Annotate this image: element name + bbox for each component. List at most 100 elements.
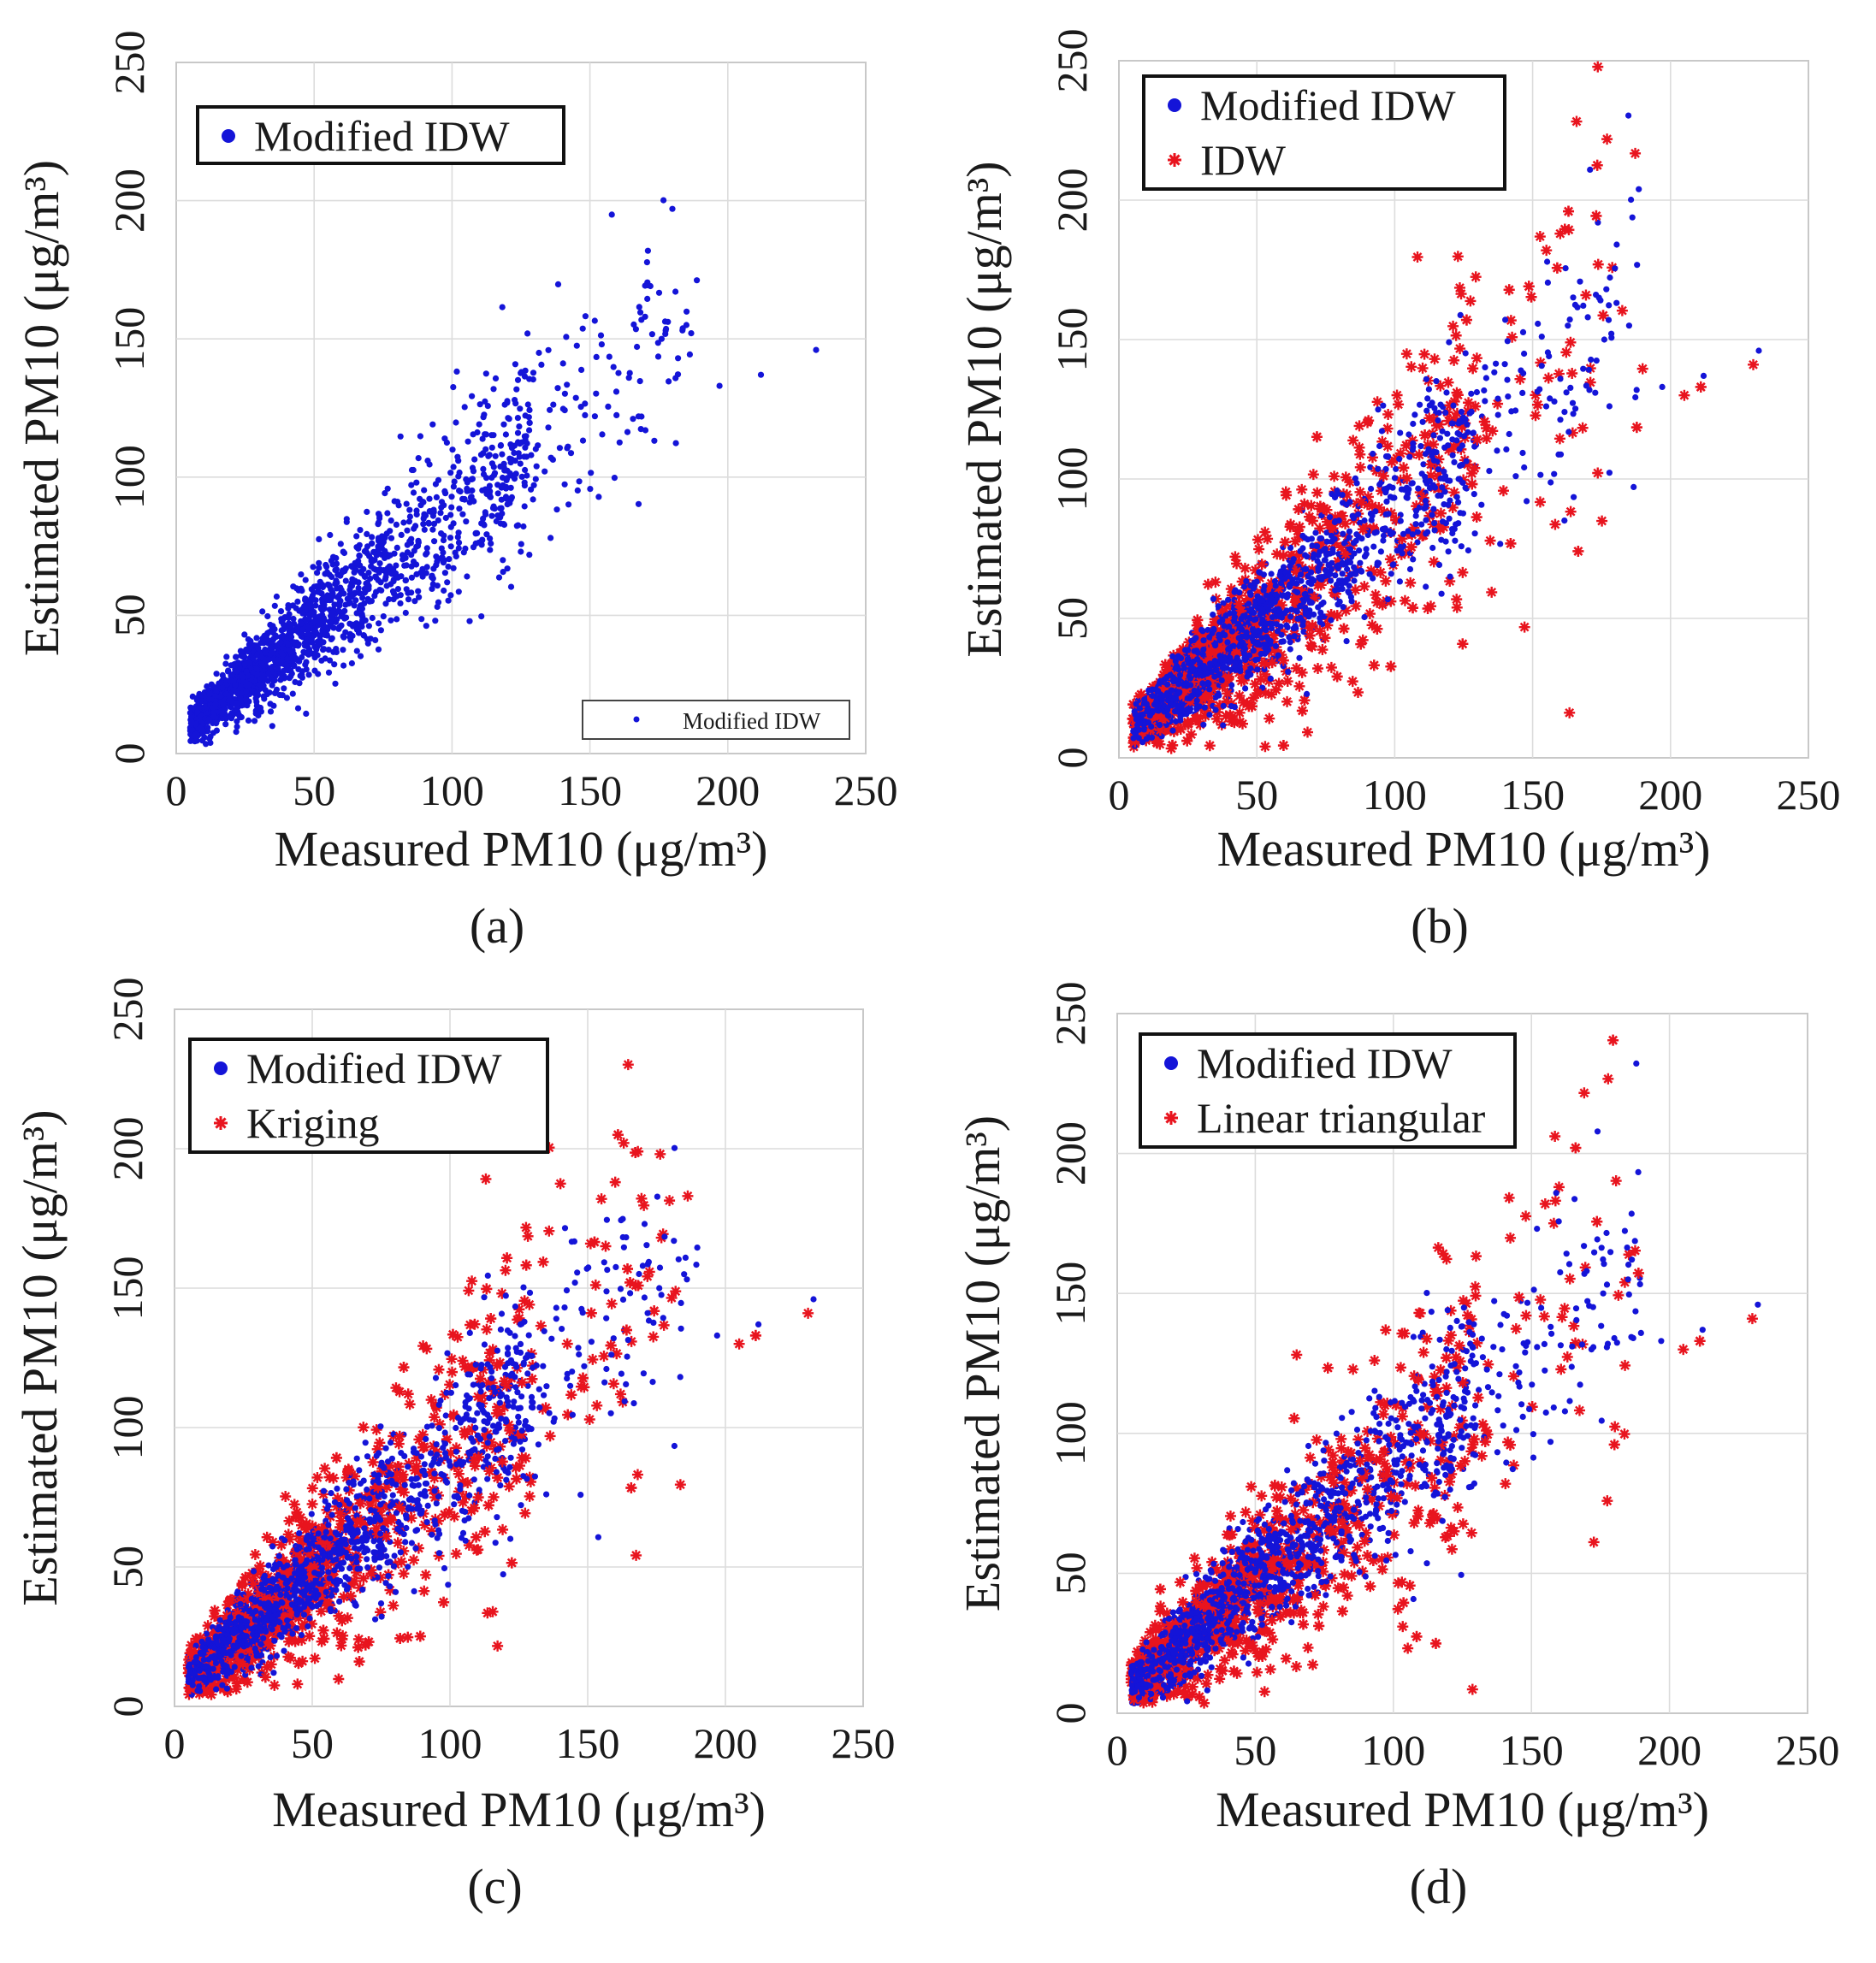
blue-point — [453, 368, 460, 375]
blue-point — [1431, 520, 1438, 527]
red-point — [1385, 595, 1397, 607]
red-point — [293, 1612, 305, 1624]
red-overlay-point — [1247, 649, 1259, 661]
blue-point — [231, 686, 238, 693]
legend-box — [196, 105, 565, 165]
blue-point — [1593, 358, 1600, 364]
red-point — [1234, 690, 1246, 702]
blue-point — [686, 351, 694, 358]
blue-point — [1551, 470, 1558, 477]
blue-point — [694, 277, 701, 284]
blue-point — [578, 366, 585, 373]
blue-overlay-point — [1259, 616, 1266, 623]
blue-overlay-point — [1236, 642, 1243, 649]
blue-overlay-point — [1335, 577, 1343, 584]
blue-point — [1349, 512, 1356, 519]
blue-point — [435, 517, 441, 524]
red-overlay-point — [1525, 291, 1537, 303]
red-overlay-point — [1390, 514, 1402, 526]
blue-overlay-point — [1459, 461, 1465, 469]
blue-point — [591, 413, 599, 420]
blue-overlay-point — [1447, 477, 1453, 484]
blue-point — [237, 714, 244, 721]
blue-overlay-point — [1387, 530, 1394, 537]
red-overlay-point — [1444, 399, 1456, 411]
red-point — [1447, 501, 1459, 513]
blue-point — [359, 594, 366, 601]
blue-point — [287, 647, 294, 654]
blue-point — [330, 606, 337, 612]
blue-point — [616, 439, 623, 446]
blue-point — [217, 693, 224, 700]
blue-point — [275, 665, 281, 672]
red-overlay-point — [1368, 566, 1380, 578]
blue-point — [267, 665, 274, 672]
blue-point — [441, 488, 448, 495]
blue-point — [564, 381, 571, 388]
blue-point — [587, 486, 594, 493]
blue-point — [269, 625, 276, 632]
legend-entry-label: IDW — [1200, 136, 1287, 184]
blue-overlay-point — [1335, 586, 1342, 593]
blue-point — [480, 521, 487, 528]
blue-point — [421, 487, 428, 494]
red-overlay-point — [1452, 389, 1464, 401]
blue-point — [1455, 520, 1462, 527]
red-point — [1565, 506, 1577, 517]
inner-legend-label: Modified IDW — [683, 708, 821, 734]
blue-point — [364, 543, 371, 550]
blue-point — [365, 570, 372, 576]
red-point — [267, 1536, 279, 1548]
red-point — [1411, 500, 1423, 512]
blue-overlay-point — [1320, 599, 1327, 606]
red-point — [1592, 61, 1604, 73]
blue-point — [573, 342, 580, 349]
red-point — [1263, 712, 1275, 724]
blue-point — [233, 653, 240, 660]
red-overlay-point — [1273, 582, 1285, 594]
x-tick-label: 100 — [418, 1719, 482, 1767]
blue-point — [561, 481, 568, 488]
blue-point — [480, 450, 487, 457]
red-point — [1250, 565, 1262, 576]
blue-point — [512, 361, 519, 368]
blue-overlay-point — [1355, 511, 1362, 517]
blue-point — [440, 549, 447, 556]
blue-point — [311, 589, 317, 596]
red-point — [1455, 288, 1467, 300]
red-point — [1186, 729, 1198, 741]
blue-point — [658, 335, 666, 342]
blue-overlay-point — [1220, 664, 1228, 671]
red-point — [481, 1323, 493, 1335]
blue-point — [432, 618, 439, 624]
blue-point — [388, 517, 394, 524]
red-point — [1215, 625, 1227, 637]
red-overlay-point — [1192, 626, 1204, 638]
red-point — [1358, 581, 1370, 593]
red-overlay-point — [1308, 592, 1320, 604]
red-overlay-point — [1222, 688, 1234, 700]
red-point — [520, 1221, 532, 1233]
blue-point — [203, 741, 210, 748]
blue-point — [1445, 501, 1452, 508]
blue-point — [606, 353, 613, 360]
blue-point — [369, 540, 376, 547]
blue-point — [357, 527, 364, 534]
blue-point — [572, 394, 579, 401]
blue-point — [1524, 498, 1530, 505]
red-point — [1340, 488, 1352, 500]
blue-point — [513, 386, 520, 393]
red-point — [1373, 502, 1385, 514]
blue-overlay-point — [1400, 486, 1407, 494]
blue-point — [757, 371, 765, 378]
blue-point — [423, 564, 430, 571]
blue-point — [429, 526, 436, 533]
blue-point — [355, 545, 362, 553]
blue-point — [254, 671, 261, 678]
blue-point — [1521, 464, 1528, 471]
blue-overlay-point — [1508, 408, 1515, 415]
blue-overlay-point — [1254, 642, 1261, 648]
blue-point — [317, 618, 323, 625]
red-point — [1470, 271, 1482, 283]
red-point — [432, 1515, 444, 1527]
